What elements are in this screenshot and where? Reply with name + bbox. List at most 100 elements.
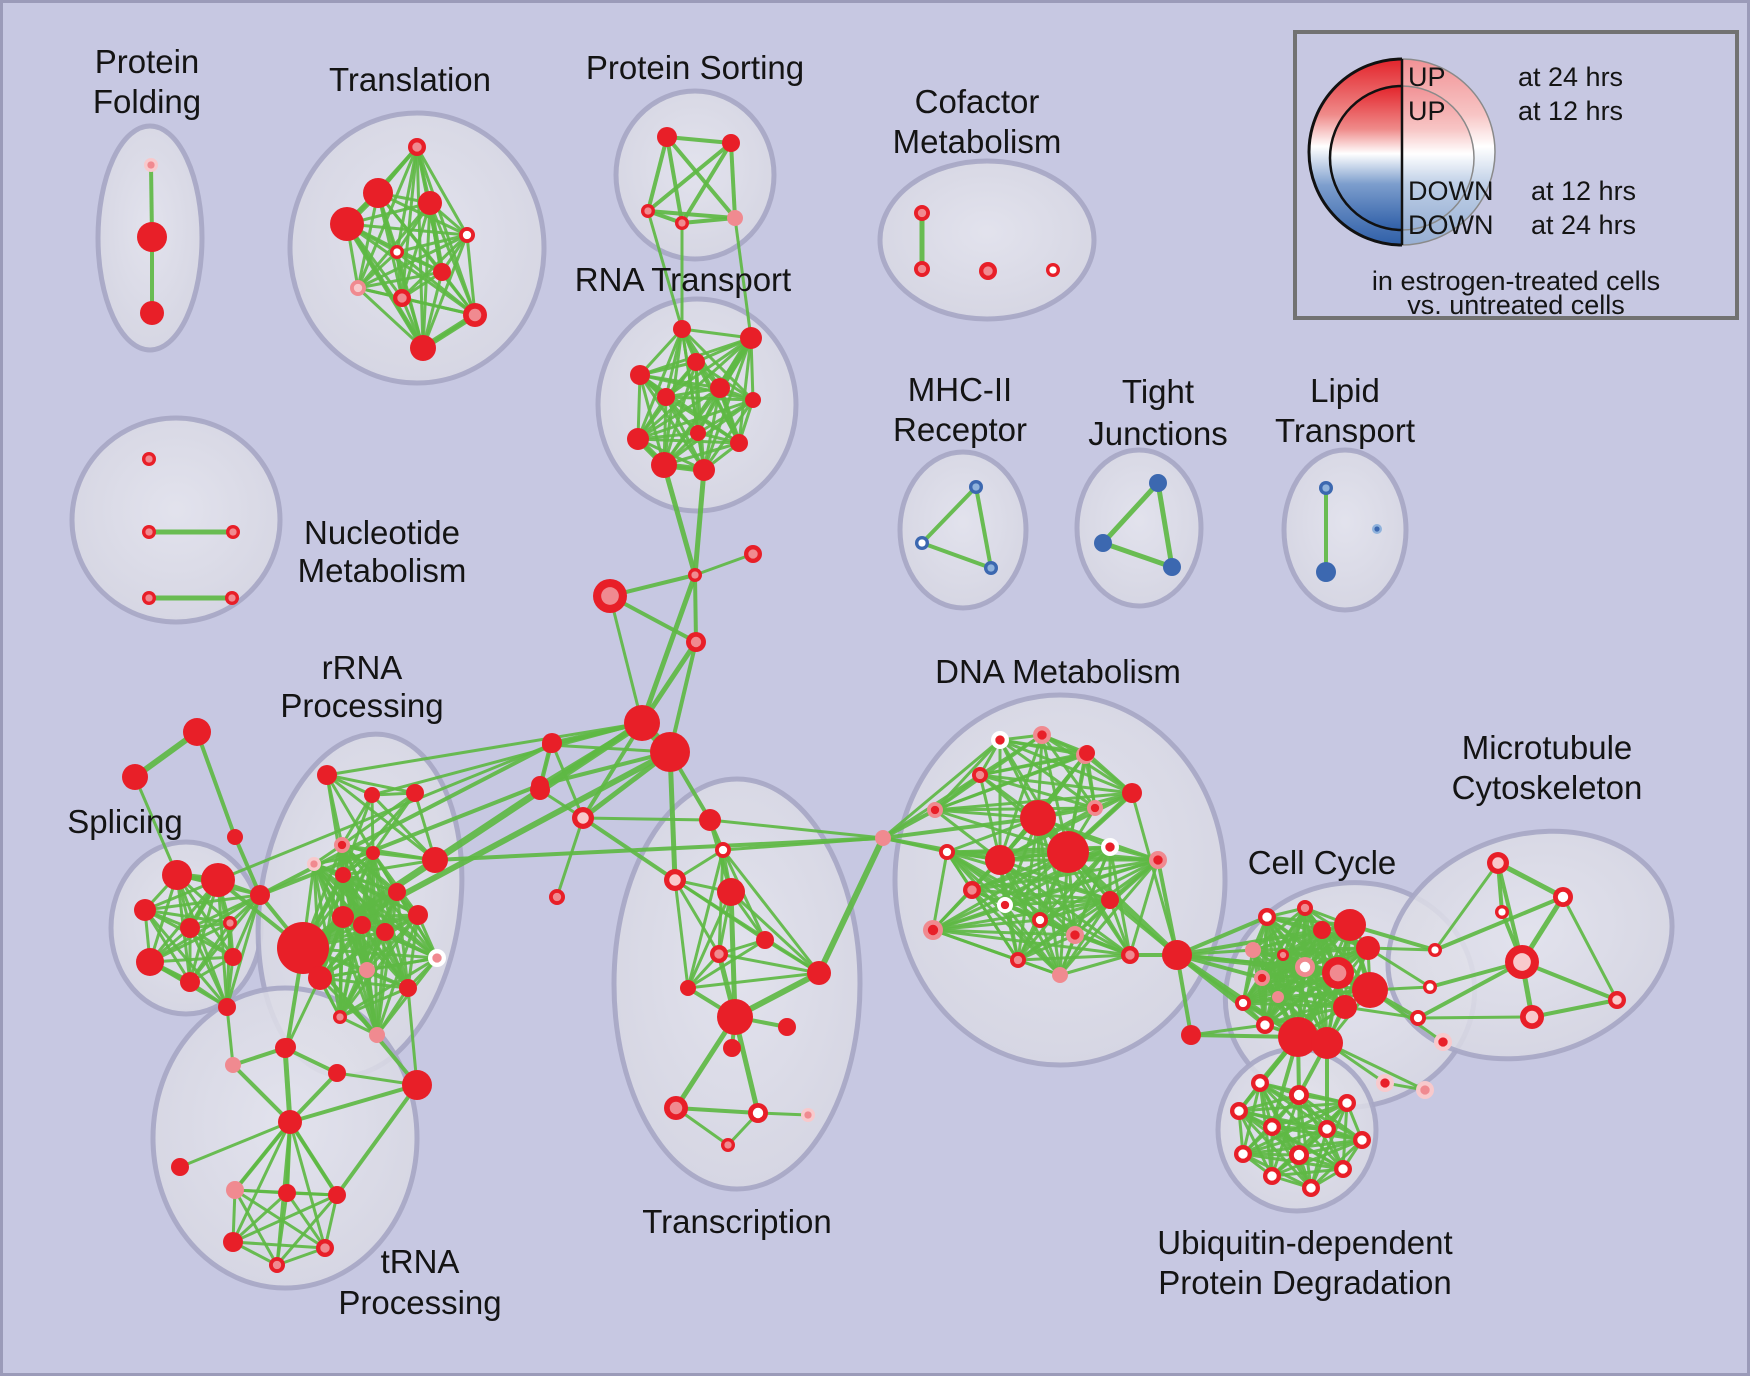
network-edge [665,395,754,402]
node-outer-ring [985,845,1015,875]
cluster-label-nucleotide-metabolism: Metabolism [298,552,467,589]
network-node [686,632,706,652]
node-outer-ring [359,962,375,978]
network-node [723,1039,741,1057]
network-node [727,210,743,226]
node-outer-ring [418,191,442,215]
network-edge [733,217,753,339]
node-inner-core [1153,855,1163,865]
network-edge [259,783,541,897]
node-inner-core [412,142,422,152]
network-node [680,980,696,996]
network-edge [217,743,551,882]
network-node [688,568,702,582]
node-outer-ring [328,1186,346,1204]
node-outer-ring [180,918,200,938]
network-edge [179,1120,291,1169]
node-outer-ring [687,353,705,371]
network-edge [737,337,753,444]
network-node [224,948,242,966]
network-node [915,536,929,550]
cluster-ellipse-dna-metabolism [892,692,1228,1068]
network-node [756,931,774,949]
network-node [1416,1081,1434,1099]
network-edge [675,1106,759,1115]
network-edge [920,485,978,545]
network-edge [434,836,884,862]
node-outer-ring [408,905,428,925]
network-node [428,949,446,967]
node-outer-ring [727,210,743,226]
network-node [1376,1074,1394,1092]
network-node [1101,891,1119,909]
network-edge [694,552,754,577]
network-edge [1252,906,1306,952]
network-edge [932,903,1006,932]
node-inner-core [930,805,940,815]
node-inner-core [336,1013,344,1021]
node-inner-core [272,1260,282,1270]
network-node [1313,921,1331,939]
network-edge [728,891,738,1018]
node-outer-ring [1245,942,1261,958]
network-node [171,1158,189,1176]
network-node [627,428,649,450]
network-node [875,830,891,846]
network-node [223,1232,243,1252]
network-edge [335,1083,419,1197]
cluster-label-rrna-processing: Processing [280,687,443,724]
network-edge [663,441,740,467]
network-node [334,837,350,853]
cluster-label-protein-folding: Protein [95,43,200,80]
network-edge [1271,1167,1344,1178]
network-edge [288,1121,327,1249]
node-outer-ring [1311,1027,1343,1059]
network-edge [686,891,733,989]
cluster-label-lipid-transport: Lipid [1310,372,1380,409]
network-edge [234,1188,326,1250]
network-edge [979,773,1096,810]
network-edge [979,773,1133,795]
network-node [1235,995,1251,1011]
network-edge [1417,960,1523,1020]
node-outer-ring [1020,800,1056,836]
network-edge [998,734,1044,861]
network-node [1122,783,1142,803]
network-edge [339,986,409,1019]
network-edge [729,142,737,219]
node-inner-core [337,840,347,850]
node-inner-core [310,860,318,868]
network-node [226,525,240,539]
node-inner-core [1498,908,1506,916]
network-node [162,860,192,890]
network-edge [665,336,752,399]
network-edge [341,916,379,1036]
network-edge [667,751,678,881]
network-edge [882,808,936,840]
network-edge [729,890,821,975]
network-edge [149,893,261,964]
node-inner-core [918,539,926,547]
network-edge [282,1047,293,1123]
cluster-label-lipid-transport: Transport [1275,412,1415,449]
network-node [328,1064,346,1082]
cluster-label-splicing: Splicing [67,803,183,840]
network-edge [709,818,884,840]
network-node [223,916,237,930]
node-outer-ring [722,134,740,152]
network-edge [396,250,476,317]
cluster-label-protein-sorting: Protein Sorting [586,49,804,86]
network-edge [555,817,585,898]
network-node [1263,1118,1281,1136]
network-edge [396,233,468,254]
network-edge [357,270,443,290]
cluster-label-ubiquitin-degradation: Protein Degradation [1158,1264,1452,1301]
network-edge [195,731,237,838]
node-inner-core [145,455,153,463]
node-inner-core [1105,842,1115,852]
network-edge [341,791,416,847]
network-edge [400,146,419,299]
network-edge [225,1006,235,1066]
network-node [433,263,451,281]
cluster-ellipse-tight-junctions [1074,447,1204,609]
